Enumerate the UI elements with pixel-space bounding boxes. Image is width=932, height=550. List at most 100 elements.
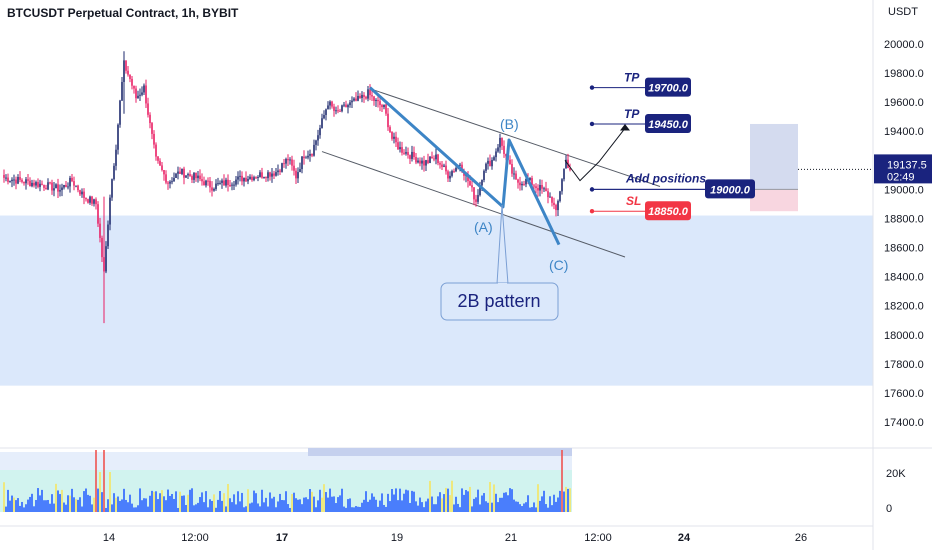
volume-bar [179, 491, 181, 512]
candle-body [429, 156, 431, 163]
volume-bar [45, 500, 47, 512]
volume-bar [271, 498, 273, 512]
volume-bar [237, 491, 239, 512]
volume-bar [403, 493, 405, 512]
time-tick: 26 [795, 532, 807, 544]
candle-body [497, 147, 499, 152]
volume-bar [121, 499, 123, 512]
volume-bar [507, 495, 509, 512]
volume-bar [183, 495, 185, 512]
volume-bar [335, 503, 337, 512]
volume-bar [233, 494, 235, 512]
volume-bar [355, 506, 357, 512]
volume-bar [319, 489, 321, 512]
candle-body [255, 177, 257, 179]
candle-body [149, 114, 151, 124]
candle-body [415, 157, 417, 163]
candle-body [175, 173, 177, 178]
volume-bar [247, 489, 249, 512]
candle-body [207, 180, 209, 182]
volume-bar [531, 507, 533, 512]
volume-bar [205, 491, 207, 512]
candle-body [231, 184, 233, 186]
volume-bar [231, 502, 233, 512]
volume-bar [291, 494, 293, 512]
volume-bar [431, 496, 433, 512]
volume-bar [27, 499, 29, 512]
volume-bar [345, 507, 347, 512]
candle-body [185, 175, 187, 178]
candle-body [533, 185, 535, 187]
candle-body [289, 159, 291, 161]
tp1-price-label: 19700.0 [648, 83, 689, 95]
candle-body [209, 180, 211, 188]
volume-bar [155, 491, 157, 512]
volume-bar [189, 489, 191, 512]
candle-body [173, 177, 175, 182]
volume-bar [551, 505, 553, 512]
candle-body [67, 186, 69, 188]
price-tick: 18400.0 [884, 272, 924, 284]
price-tick: 18200.0 [884, 301, 924, 313]
candle-body [397, 142, 399, 150]
volume-bar [367, 501, 369, 512]
candle-body [361, 94, 363, 99]
candle-body [253, 177, 255, 181]
volume-bar [341, 488, 343, 512]
candle-body [213, 188, 215, 191]
volume-bar [377, 506, 379, 512]
candle-body [41, 183, 43, 185]
sl-flag-label: SL [626, 194, 641, 208]
volume-bar [285, 491, 287, 512]
volume-bar [211, 500, 213, 512]
candle-body [279, 170, 281, 172]
candle-body [405, 152, 407, 154]
volume-bar [207, 507, 209, 512]
volume-bar [161, 490, 163, 512]
candle-body [569, 167, 571, 170]
volume-bar [415, 501, 417, 512]
candle-body [159, 160, 161, 166]
volume-bar [85, 488, 87, 512]
candle-body [131, 78, 133, 86]
candle-body [283, 163, 285, 165]
candle-body [211, 187, 213, 191]
volume-bar [223, 493, 225, 512]
candle-body [307, 155, 309, 158]
candle-body [381, 105, 383, 108]
candle-body [539, 184, 541, 191]
candle-body [161, 165, 163, 170]
candle-body [273, 173, 275, 176]
add-positions-flag-label: Add positions [625, 171, 706, 185]
volume-bar [361, 502, 363, 512]
volume-bar [187, 494, 189, 512]
volume-bar [485, 501, 487, 512]
volume-bar [79, 497, 81, 512]
candle-body [485, 163, 487, 171]
candle-body [167, 182, 169, 184]
volume-bar [135, 507, 137, 512]
volume-bar [503, 492, 505, 512]
volume-bar [499, 497, 501, 512]
candle-body [239, 175, 241, 177]
candle-body [27, 179, 29, 181]
volume-bar [35, 499, 37, 512]
candle-body [89, 196, 91, 203]
volume-bar [349, 498, 351, 512]
candle-body [33, 182, 35, 186]
volume-bar [31, 493, 33, 512]
volume-bar [491, 502, 493, 512]
volume-bar [83, 491, 85, 512]
volume-bar [219, 490, 221, 512]
candle-body [517, 179, 519, 183]
volume-bar [225, 506, 227, 512]
volume-bar [227, 483, 229, 512]
candle-body [15, 179, 17, 184]
volume-bar [17, 498, 19, 512]
volume-bar [495, 493, 497, 512]
candle-body [109, 197, 111, 225]
volume-bar [351, 507, 353, 512]
candle-body [145, 85, 147, 104]
volume-bar [115, 497, 117, 512]
